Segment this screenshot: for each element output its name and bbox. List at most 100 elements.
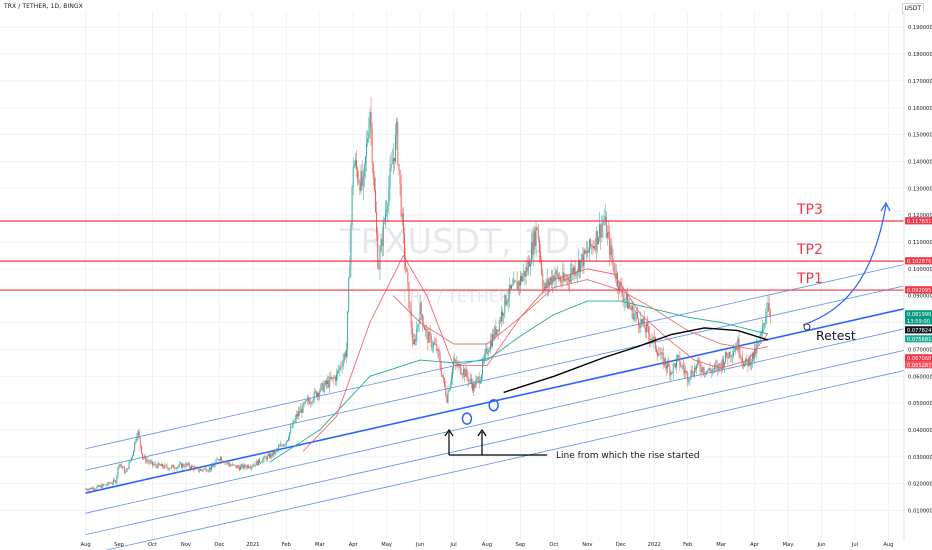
candle-body — [284, 444, 286, 445]
candle-body — [648, 326, 650, 334]
candle-body — [260, 462, 262, 464]
candle-body — [466, 369, 468, 377]
candle-body — [294, 418, 296, 423]
candle-body — [672, 363, 674, 374]
candle-body — [291, 427, 293, 428]
candle-body — [507, 298, 509, 302]
x-tick-label: Jul — [851, 542, 858, 548]
candle-body — [647, 323, 649, 327]
candle-body — [463, 368, 465, 375]
circle-marker — [461, 412, 473, 425]
candle-body — [486, 348, 488, 354]
candle-body — [491, 340, 492, 347]
candle-body — [116, 475, 118, 483]
candle-body — [402, 213, 404, 234]
candle-body — [208, 467, 210, 471]
candle-body — [588, 251, 589, 253]
candle-body — [361, 170, 363, 186]
candle-body — [750, 361, 752, 366]
candle-body — [128, 461, 130, 469]
candle-body — [449, 383, 451, 391]
candle-body — [210, 467, 211, 470]
level-label-tp1: TP1 — [796, 271, 823, 287]
candle-body — [120, 464, 122, 466]
candle-body — [312, 400, 314, 403]
y-tick-label: 0.060000 — [908, 374, 932, 380]
x-tick-label: Mar — [315, 542, 326, 548]
candle-body — [346, 349, 347, 357]
candle-body — [612, 257, 614, 263]
candle-body — [119, 464, 121, 465]
candle-body — [564, 279, 566, 281]
candle-body — [201, 469, 203, 470]
candle-body — [469, 378, 471, 381]
candle-body — [527, 260, 529, 272]
candle-body — [631, 305, 633, 310]
candle-body — [553, 275, 555, 281]
candle-body — [343, 353, 345, 360]
channel-line — [85, 263, 909, 450]
candle-body — [579, 260, 580, 273]
candle-body — [719, 363, 721, 365]
candle-body — [105, 484, 107, 486]
candle-body — [227, 462, 229, 465]
candle-body — [678, 355, 680, 357]
candle-body — [601, 225, 603, 238]
candle-body — [683, 369, 685, 373]
candle-body — [405, 258, 407, 268]
candle-body — [546, 279, 548, 288]
candle-body — [155, 463, 157, 466]
candle-body — [97, 485, 99, 487]
price-label-bg — [905, 326, 932, 334]
candle-body — [240, 466, 242, 470]
candle-body — [661, 352, 663, 353]
candle-body — [143, 457, 145, 459]
candle-body — [499, 320, 501, 322]
candle-body — [404, 233, 405, 259]
candle-body — [725, 352, 727, 363]
candle-body — [288, 438, 289, 441]
candle-body — [365, 156, 366, 165]
candle-body — [530, 263, 531, 267]
y-tick-label: 0.160000 — [908, 106, 932, 112]
candle-body — [357, 169, 359, 181]
candle-body — [485, 348, 487, 354]
candle-body — [524, 271, 526, 277]
x-tick-label: Apr — [349, 542, 359, 548]
candle-body — [385, 212, 386, 221]
candle-body — [108, 482, 110, 484]
candle-body — [111, 483, 113, 484]
candle-body — [575, 272, 577, 276]
candle-body — [216, 459, 218, 460]
candle-body — [367, 138, 369, 144]
price-label: 0.077824 — [907, 328, 931, 334]
candle-body — [344, 353, 346, 357]
candle-body — [699, 363, 701, 370]
y-tick-label: 0.110000 — [908, 240, 932, 246]
candle-body — [299, 411, 301, 413]
x-tick-label: Jun — [415, 542, 424, 548]
candle-body — [531, 242, 533, 264]
candle-body — [360, 170, 362, 192]
candle-body — [561, 281, 563, 283]
candle-body — [443, 376, 444, 379]
candle-body — [300, 408, 302, 413]
candle-body — [292, 421, 294, 428]
watermark: TRXUSDT, 1D TRX / TETHER — [339, 222, 571, 306]
y-tick-label: 0.030000 — [908, 455, 932, 461]
candle-body — [320, 384, 322, 392]
candle-body — [670, 372, 672, 376]
candle-body — [88, 488, 90, 491]
candle-body — [213, 466, 215, 468]
candle-body — [467, 376, 469, 382]
candle-body — [206, 471, 208, 472]
candle-body — [269, 453, 271, 458]
candle-body — [716, 364, 718, 366]
candle-body — [391, 164, 393, 165]
candle-body — [286, 440, 288, 442]
grid — [0, 12, 904, 540]
candle-body — [464, 368, 466, 377]
candle-body — [554, 276, 556, 281]
candle-body — [569, 280, 570, 282]
